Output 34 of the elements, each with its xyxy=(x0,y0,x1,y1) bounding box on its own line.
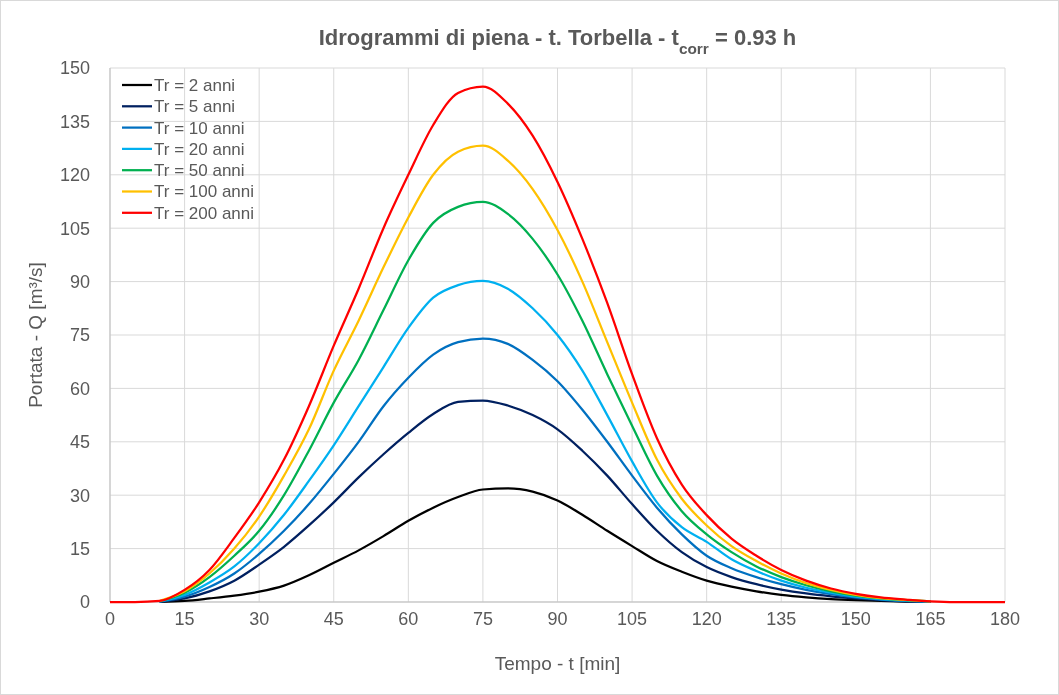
x-tick-label: 105 xyxy=(617,609,648,629)
y-tick-label: 150 xyxy=(59,58,90,79)
x-axis-title: Tempo - t [min] xyxy=(494,653,621,674)
legend-label: Tr = 2 anni xyxy=(154,75,236,95)
x-tick-label: 135 xyxy=(766,609,797,629)
legend-label: Tr = 5 anni xyxy=(154,97,236,117)
y-tick-label: 30 xyxy=(69,485,90,506)
y-tick-label: 0 xyxy=(79,592,90,613)
legend-label: Tr = 200 anni xyxy=(154,203,255,223)
chart-title: Idrogrammi di piena - t. Torbella - t$_{corr}$ = 0.93 h xyxy=(318,25,797,57)
legend-label: Tr = 20 anni xyxy=(154,139,245,159)
x-tick-label: 75 xyxy=(472,609,493,629)
legend-label: Tr = 100 anni xyxy=(154,182,255,202)
y-tick-label: 15 xyxy=(69,538,90,559)
x-tick-label: 45 xyxy=(323,609,344,629)
y-tick-label: 60 xyxy=(69,378,90,399)
y-tick-label: 75 xyxy=(69,325,90,346)
y-tick-label: 45 xyxy=(69,432,90,453)
y-tick-label: 90 xyxy=(69,271,90,292)
x-tick-label: 15 xyxy=(174,609,195,629)
x-tick-label: 30 xyxy=(249,609,270,629)
legend-label: Tr = 50 anni xyxy=(154,161,245,181)
x-tick-label: 0 xyxy=(104,609,116,629)
x-tick-label: 60 xyxy=(398,609,419,629)
x-tick-label: 90 xyxy=(547,609,568,629)
x-tick-label: 180 xyxy=(989,609,1021,629)
y-tick-label: 120 xyxy=(59,165,90,186)
y-tick-label: 105 xyxy=(59,218,90,239)
legend-label: Tr = 10 anni xyxy=(154,118,245,138)
x-tick-label: 150 xyxy=(840,609,871,629)
x-tick-label: 120 xyxy=(691,609,722,629)
y-axis-title: Portata - Q [m³/s] xyxy=(25,262,46,408)
x-tick-label: 165 xyxy=(915,609,946,629)
y-tick-label: 135 xyxy=(59,111,90,132)
